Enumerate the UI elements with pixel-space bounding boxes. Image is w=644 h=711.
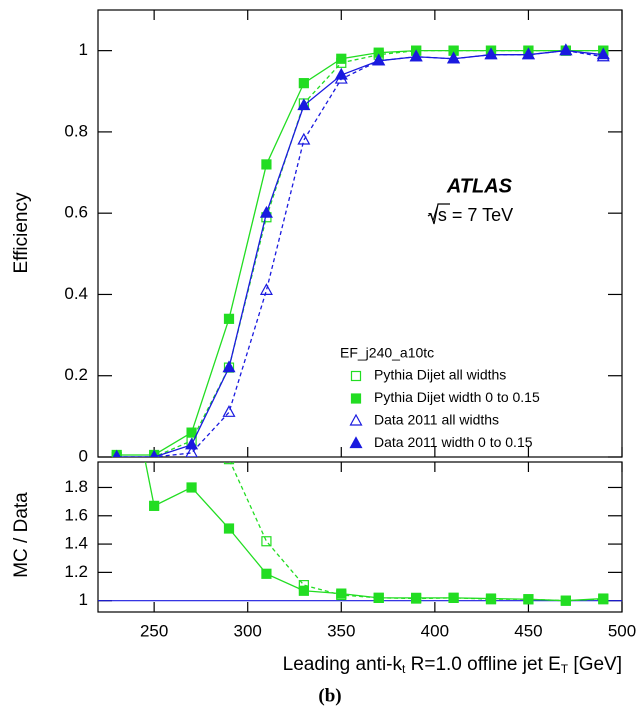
caption: (b) (318, 685, 341, 706)
marker (485, 593, 497, 604)
y-tick-label: 0.6 (64, 203, 88, 222)
marker (559, 43, 573, 56)
marker (223, 462, 235, 465)
y-axis-label: MC / Data (11, 492, 32, 578)
plot-area (111, 43, 610, 457)
marker (185, 445, 198, 457)
marker (112, 449, 121, 457)
marker (349, 436, 363, 449)
label-part: R=1.0 offline jet E (405, 654, 560, 675)
x-tick-label: 400 (421, 621, 449, 640)
y-tick-label: 1.4 (64, 534, 88, 553)
marker (336, 588, 347, 599)
marker (261, 536, 272, 547)
marker (521, 47, 535, 60)
marker (298, 78, 309, 89)
energy-label: √s = 7 TeV (428, 205, 513, 225)
marker (150, 449, 159, 457)
marker (149, 500, 160, 511)
label-part: Leading anti-k (283, 654, 403, 675)
x-axis-label: Leading anti-kt R=1.0 offline jet ET [Ge… (283, 654, 622, 676)
marker (187, 172, 196, 181)
marker (484, 47, 498, 60)
marker (298, 585, 309, 596)
marker (112, 313, 121, 322)
series-line (116, 49, 604, 457)
y-tick-label: 1.2 (64, 562, 88, 581)
series-line (116, 49, 604, 457)
plot-area (98, 172, 622, 606)
x-tick-label: 350 (327, 621, 355, 640)
y-tick-label: 1.8 (64, 477, 88, 496)
marker (523, 594, 534, 605)
marker (598, 593, 609, 604)
x-tick-label: 250 (140, 621, 168, 640)
y-tick-label: 0.8 (64, 121, 88, 140)
marker (372, 53, 386, 66)
subscript: T (561, 662, 569, 676)
legend-title: EF_j240_a10tc (340, 345, 434, 361)
y-tick-label: 1.6 (64, 505, 88, 524)
marker (297, 132, 311, 145)
y-tick-label: 0.2 (64, 365, 88, 384)
marker (259, 205, 273, 218)
y-tick-label: 1 (79, 590, 88, 609)
marker (186, 482, 197, 493)
label-part: [GeV] (568, 654, 622, 675)
marker (560, 595, 571, 606)
legend-label: Data 2011 all widths (374, 412, 499, 428)
marker (297, 98, 311, 111)
x-tick-label: 300 (234, 621, 262, 640)
marker (261, 568, 272, 579)
marker (259, 283, 273, 295)
x-tick-label: 500 (608, 621, 636, 640)
marker (447, 51, 461, 64)
marker (223, 313, 235, 324)
marker (334, 67, 348, 80)
marker (411, 592, 422, 603)
series-line (144, 462, 604, 602)
marker (186, 427, 197, 438)
marker (596, 47, 610, 60)
marker (261, 159, 272, 170)
marker (448, 592, 459, 603)
marker (349, 413, 363, 426)
y-axis-label: Efficiency (11, 192, 32, 273)
sqrt-sign (427, 203, 450, 225)
y-tick-label: 1 (79, 40, 88, 59)
marker (222, 405, 236, 417)
subscript: t (402, 662, 406, 676)
marker (350, 370, 362, 382)
top-frame (97, 9, 623, 458)
marker (223, 523, 235, 534)
legend-label: Pythia Dijet all widths (374, 367, 506, 383)
marker (373, 592, 384, 603)
legend-label: Pythia Dijet width 0 to 0.15 (374, 389, 540, 405)
x-tick-label: 450 (514, 621, 542, 640)
bottom-frame (97, 461, 623, 613)
marker (409, 49, 423, 62)
y-tick-label: 0 (79, 446, 88, 465)
marker (185, 437, 199, 450)
marker (336, 53, 347, 64)
marker (222, 360, 236, 373)
series-line (116, 49, 604, 456)
marker (350, 393, 362, 404)
legend-label: Data 2011 width 0 to 0.15 (374, 434, 533, 450)
atlas-label: ATLAS (446, 175, 513, 197)
y-tick-label: 0.4 (64, 284, 88, 303)
